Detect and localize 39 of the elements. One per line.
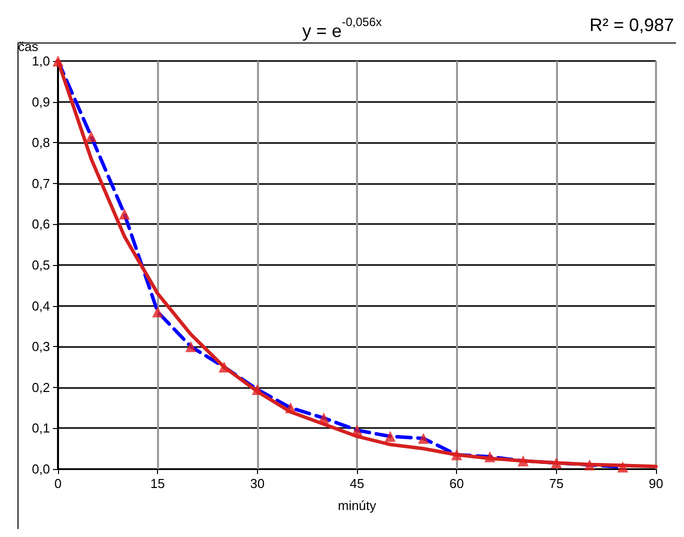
point — [185, 341, 196, 352]
x-tick-label: 30 — [250, 476, 265, 491]
x-tick-label: 0 — [54, 476, 62, 491]
point — [451, 449, 462, 460]
point — [318, 412, 330, 424]
y-tick-label: 0,2 — [32, 380, 50, 395]
y-tick-label: 0,6 — [32, 216, 50, 232]
point — [218, 362, 230, 372]
point — [352, 424, 362, 436]
text: R² = 0,987 — [589, 15, 674, 35]
y-tick-label: 0,0 — [32, 462, 50, 476]
point — [152, 306, 164, 318]
y-tick-label: 0,7 — [32, 176, 50, 191]
x-axis-title: minúty — [338, 498, 377, 513]
point — [418, 432, 429, 444]
y-tick-label: 1,0 — [32, 54, 50, 68]
x-tick-label: 45 — [350, 476, 364, 491]
point — [118, 208, 130, 220]
x-tick-label: 60 — [449, 476, 464, 491]
y-tick-label: 0,5 — [32, 258, 50, 272]
point — [384, 430, 396, 442]
x-tick-label: 15 — [150, 476, 165, 491]
y-tick-label: 0,4 — [32, 298, 50, 314]
point — [484, 451, 496, 462]
point — [617, 461, 628, 472]
point — [584, 459, 596, 470]
point — [285, 402, 296, 414]
point — [518, 455, 529, 466]
point — [252, 384, 263, 395]
y-tick-label: 0,3 — [32, 339, 50, 354]
point — [550, 457, 562, 468]
x-tick-label: 90 — [648, 476, 664, 491]
point — [86, 130, 97, 142]
y-tick-label: 0,1 — [32, 420, 50, 436]
x-tick-label: 75 — [549, 476, 564, 491]
y-tick-label: 0,9 — [32, 94, 50, 110]
point — [52, 56, 64, 66]
y-axis-title: čas — [18, 39, 39, 54]
y-tick-label: 0,8 — [32, 135, 50, 150]
